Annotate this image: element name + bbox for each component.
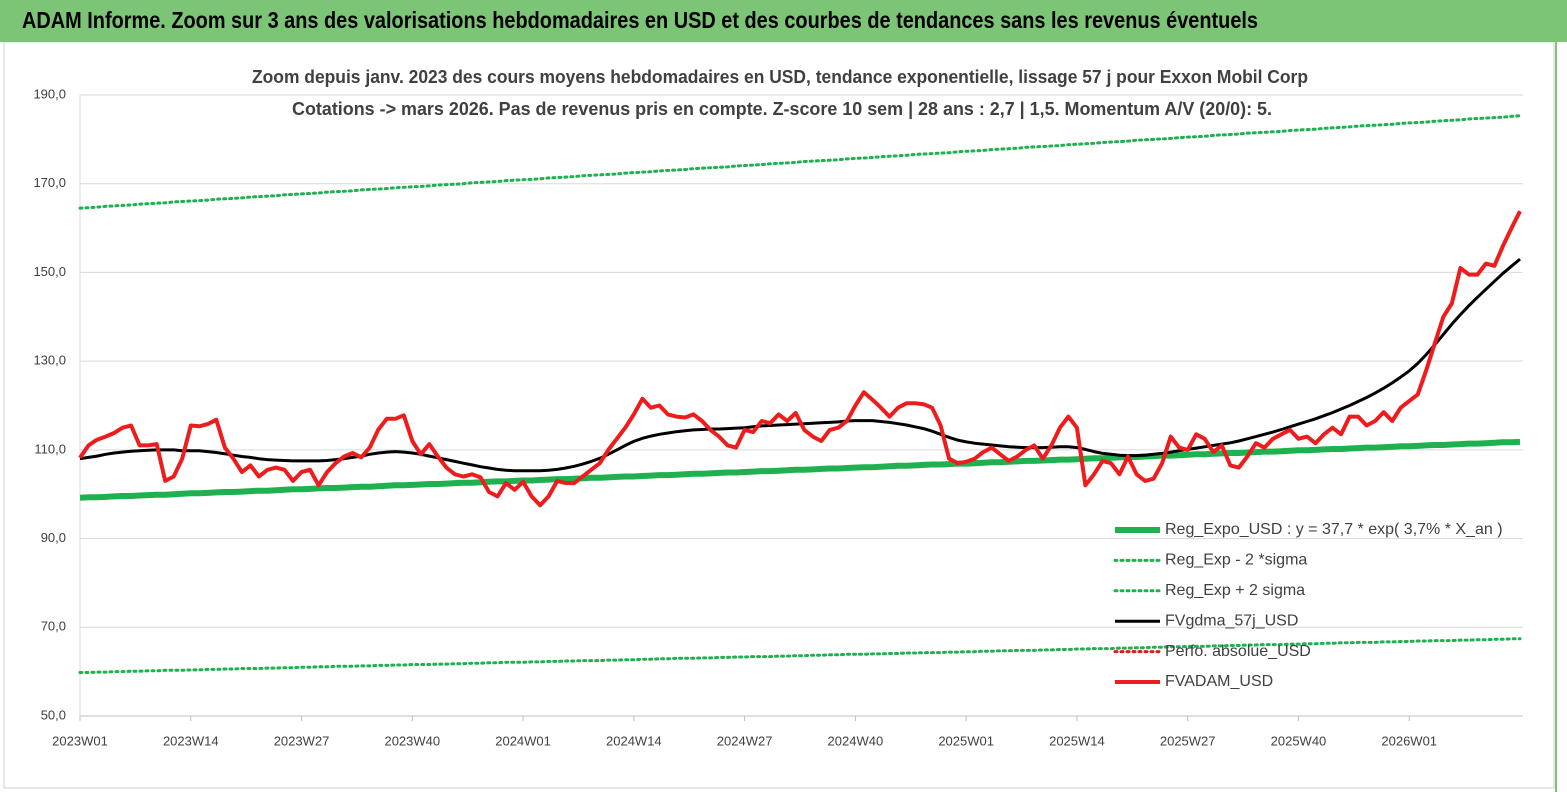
banner-title: ADAM Informe. Zoom sur 3 ans des valoris… (22, 7, 1258, 33)
series-line (78, 210, 1522, 508)
y-tick-label: 110,0 (34, 441, 66, 456)
y-tick-label: 130,0 (33, 353, 66, 368)
series-line (78, 637, 1522, 674)
legend-label: Reg_Exp + 2 sigma (1165, 582, 1305, 599)
y-tick-label: 70,0 (41, 619, 66, 634)
x-tick-label: 2025W27 (1160, 733, 1216, 748)
x-tick-label: 2025W14 (1049, 733, 1105, 748)
series-line (78, 114, 1522, 210)
chart-subtitle: Cotations -> mars 2026. Pas de revenus p… (292, 99, 1272, 119)
x-tick-label: 2023W14 (163, 733, 219, 748)
x-tick-label: 2025W01 (938, 733, 994, 748)
legend-label: FVADAM_USD (1165, 673, 1273, 690)
legend-label: FVgdma_57j_USD (1165, 612, 1298, 629)
plot-area: 50,0 70,0 90,0 110,0 130,0 150,0 170,0 190,0 202… (33, 86, 1523, 748)
x-tick-label: 2024W40 (828, 733, 884, 748)
x-tick-label: 2026W01 (1381, 733, 1437, 748)
x-tick-label: 2023W27 (274, 733, 330, 748)
x-tick-label: 2023W01 (52, 733, 108, 748)
legend-label: Reg_Exp - 2 *sigma (1165, 552, 1307, 569)
banner (0, 0, 1567, 42)
y-tick-label: 170,0 (33, 175, 66, 190)
series-line (79, 438, 1521, 501)
y-tick-label: 190,0 (33, 86, 66, 101)
x-tick-label: 2024W27 (717, 733, 773, 748)
y-tick-label: 150,0 (33, 264, 66, 279)
y-tick-label: 90,0 (41, 530, 66, 545)
x-tick-label: 2024W01 (495, 733, 551, 748)
legend-label: Reg_Expo_USD : y = 37,7 * exp( 3,7% * X_… (1165, 521, 1503, 538)
legend-label: Perfo. absolue_USD (1165, 643, 1311, 660)
x-tick-label: 2025W40 (1271, 733, 1327, 748)
x-tick-label: 2023W40 (384, 733, 440, 748)
chart-title: Zoom depuis janv. 2023 des cours moyens … (252, 67, 1308, 87)
y-tick-label: 50,0 (41, 707, 66, 722)
x-tick-label: 2024W14 (606, 733, 662, 748)
